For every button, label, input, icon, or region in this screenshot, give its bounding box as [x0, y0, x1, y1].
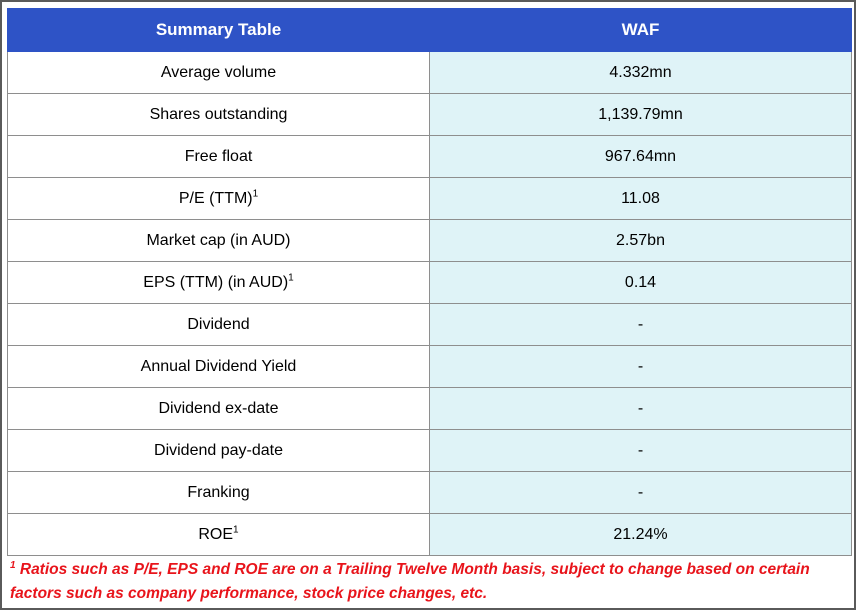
header-summary-table: Summary Table [7, 8, 430, 52]
table-row: Free float 967.64mn [7, 135, 852, 178]
table-row: P/E (TTM)1 11.08 [7, 177, 852, 220]
table-header-row: Summary Table WAF [7, 8, 852, 52]
row-label: EPS (TTM) (in AUD)1 [7, 261, 430, 304]
row-label: Average volume [7, 51, 430, 94]
row-label: Dividend [7, 303, 430, 346]
row-label: Dividend ex-date [7, 387, 430, 430]
table-row: Dividend ex-date - [7, 387, 852, 430]
row-value: - [429, 471, 852, 514]
table-row: Shares outstanding 1,139.79mn [7, 93, 852, 136]
row-label: ROE1 [7, 513, 430, 556]
table-row: Average volume 4.332mn [7, 51, 852, 94]
row-value: 0.14 [429, 261, 852, 304]
table-body: Average volume 4.332mn Shares outstandin… [7, 51, 852, 556]
row-label: Shares outstanding [7, 93, 430, 136]
row-label: Free float [7, 135, 430, 178]
footnote: 1 Ratios such as P/E, EPS and ROE are on… [10, 558, 850, 606]
header-ticker: WAF [429, 8, 852, 52]
row-value: - [429, 387, 852, 430]
table-row: EPS (TTM) (in AUD)1 0.14 [7, 261, 852, 304]
row-value: - [429, 345, 852, 388]
row-label: Franking [7, 471, 430, 514]
summary-table: Summary Table WAF Average volume 4.332mn… [7, 8, 852, 556]
table-row: Market cap (in AUD) 2.57bn [7, 219, 852, 262]
row-value: 967.64mn [429, 135, 852, 178]
row-value: 2.57bn [429, 219, 852, 262]
row-value: - [429, 303, 852, 346]
row-value: - [429, 429, 852, 472]
table-row: Franking - [7, 471, 852, 514]
row-value: 11.08 [429, 177, 852, 220]
row-value: 21.24% [429, 513, 852, 556]
row-label: Annual Dividend Yield [7, 345, 430, 388]
table-row: Dividend pay-date - [7, 429, 852, 472]
table-row: ROE1 21.24% [7, 513, 852, 556]
row-label: Market cap (in AUD) [7, 219, 430, 262]
row-label: P/E (TTM)1 [7, 177, 430, 220]
row-label: Dividend pay-date [7, 429, 430, 472]
table-row: Annual Dividend Yield - [7, 345, 852, 388]
row-value: 1,139.79mn [429, 93, 852, 136]
footnote-marker: 1 [10, 559, 16, 571]
row-value: 4.332mn [429, 51, 852, 94]
footnote-text: Ratios such as P/E, EPS and ROE are on a… [10, 561, 810, 602]
table-row: Dividend - [7, 303, 852, 346]
